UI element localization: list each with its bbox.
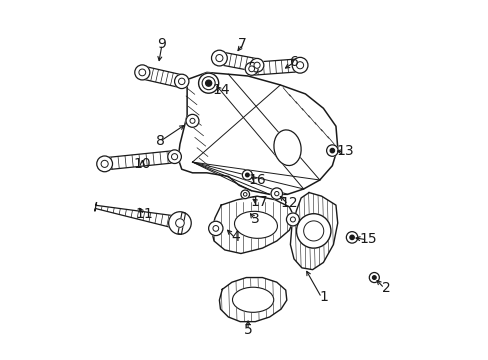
Circle shape [174, 74, 188, 89]
Circle shape [202, 77, 215, 90]
Circle shape [242, 170, 252, 180]
Circle shape [296, 62, 303, 69]
Polygon shape [251, 59, 300, 75]
Circle shape [135, 65, 149, 80]
Text: 3: 3 [250, 212, 259, 226]
Circle shape [296, 214, 330, 248]
Text: 8: 8 [156, 134, 164, 148]
Circle shape [372, 276, 375, 279]
Circle shape [270, 188, 282, 199]
Ellipse shape [234, 211, 277, 238]
Circle shape [178, 78, 184, 85]
Circle shape [368, 273, 379, 283]
Polygon shape [290, 193, 337, 270]
Text: 1: 1 [318, 289, 327, 303]
Circle shape [175, 219, 184, 227]
Circle shape [250, 58, 264, 72]
Circle shape [241, 190, 249, 199]
Polygon shape [178, 212, 185, 234]
Text: 5: 5 [243, 323, 252, 337]
Circle shape [303, 221, 323, 241]
Polygon shape [104, 150, 175, 170]
Polygon shape [141, 66, 183, 88]
Polygon shape [218, 52, 258, 72]
Circle shape [292, 57, 307, 73]
Circle shape [245, 173, 249, 177]
Circle shape [346, 231, 357, 243]
Text: 2: 2 [381, 280, 390, 294]
Circle shape [326, 145, 337, 156]
Text: 13: 13 [335, 144, 353, 158]
Circle shape [185, 114, 199, 127]
Polygon shape [219, 278, 286, 321]
Text: 17: 17 [249, 195, 267, 209]
Circle shape [139, 69, 145, 76]
Polygon shape [251, 59, 300, 75]
Circle shape [190, 118, 195, 123]
Polygon shape [95, 203, 182, 234]
Circle shape [205, 80, 211, 86]
Circle shape [329, 148, 334, 153]
Text: 16: 16 [248, 173, 265, 187]
Polygon shape [218, 52, 258, 72]
Circle shape [212, 226, 218, 231]
Circle shape [253, 62, 260, 68]
Text: 6: 6 [290, 55, 299, 69]
Text: 15: 15 [359, 232, 376, 246]
Circle shape [208, 221, 223, 235]
Circle shape [286, 213, 299, 226]
Circle shape [168, 212, 191, 234]
Text: 11: 11 [135, 207, 153, 221]
Ellipse shape [273, 130, 301, 166]
Text: 4: 4 [231, 230, 240, 244]
Circle shape [97, 156, 112, 172]
Ellipse shape [232, 287, 273, 312]
Circle shape [243, 193, 246, 196]
Polygon shape [178, 72, 337, 194]
Text: 7: 7 [238, 37, 246, 51]
Circle shape [101, 160, 108, 167]
Circle shape [290, 217, 295, 222]
Text: 9: 9 [157, 37, 166, 51]
Circle shape [215, 54, 223, 62]
Circle shape [349, 235, 353, 239]
Polygon shape [211, 196, 294, 253]
Circle shape [274, 192, 278, 196]
Circle shape [248, 66, 254, 72]
Text: 10: 10 [133, 157, 151, 171]
Text: 12: 12 [280, 196, 298, 210]
Circle shape [244, 62, 258, 75]
Circle shape [171, 154, 177, 160]
Polygon shape [141, 66, 183, 88]
Text: 14: 14 [212, 84, 229, 97]
Circle shape [167, 150, 181, 163]
Circle shape [198, 73, 218, 93]
Polygon shape [104, 150, 175, 170]
Circle shape [211, 50, 227, 66]
